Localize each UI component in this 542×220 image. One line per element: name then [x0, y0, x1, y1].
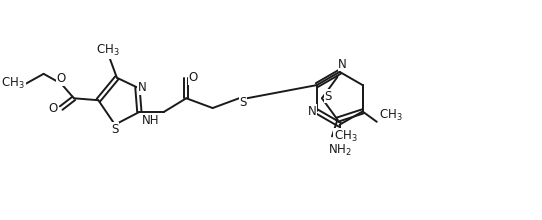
- Text: CH$_3$: CH$_3$: [96, 43, 120, 58]
- Text: S: S: [324, 90, 332, 103]
- Text: S: S: [111, 123, 119, 136]
- Text: N: N: [338, 58, 347, 71]
- Text: NH$_2$: NH$_2$: [328, 143, 352, 158]
- Text: CH$_3$: CH$_3$: [379, 107, 403, 123]
- Text: O: O: [56, 72, 66, 85]
- Text: NH: NH: [143, 114, 160, 127]
- Text: N: N: [138, 81, 147, 94]
- Text: O: O: [189, 71, 198, 84]
- Text: O: O: [48, 102, 57, 115]
- Text: S: S: [239, 96, 247, 109]
- Text: CH$_3$: CH$_3$: [334, 129, 358, 144]
- Text: CH$_3$: CH$_3$: [1, 76, 25, 91]
- Text: N: N: [308, 105, 317, 118]
